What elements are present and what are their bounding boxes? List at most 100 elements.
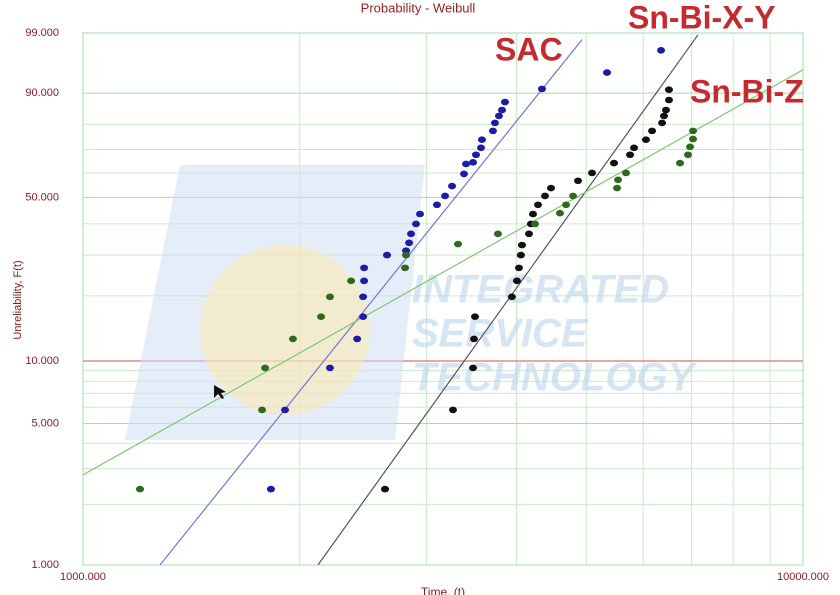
data-point xyxy=(136,485,145,493)
data-point xyxy=(498,106,507,114)
data-point xyxy=(507,293,516,301)
data-point xyxy=(261,364,270,372)
data-point xyxy=(524,230,533,238)
data-point xyxy=(630,144,639,152)
data-point xyxy=(500,98,509,106)
data-point xyxy=(448,182,457,190)
points xyxy=(136,47,698,493)
data-point xyxy=(588,169,597,177)
data-point xyxy=(610,159,619,167)
data-point xyxy=(317,313,326,320)
data-point xyxy=(684,151,693,159)
data-point xyxy=(516,251,525,259)
data-point xyxy=(381,485,390,493)
y-tick-label: 1.000 xyxy=(31,559,59,571)
data-point xyxy=(412,220,421,228)
data-point xyxy=(689,135,698,143)
data-point xyxy=(325,293,334,301)
data-point xyxy=(626,151,635,159)
data-point xyxy=(659,112,668,120)
fit-lines xyxy=(83,34,803,565)
data-point xyxy=(407,230,416,238)
x-tick-label: 10000.000 xyxy=(777,571,829,583)
data-point xyxy=(648,127,657,135)
data-point xyxy=(537,85,546,93)
data-point xyxy=(490,119,499,127)
y-tick-label: 5.000 xyxy=(31,417,59,429)
data-point xyxy=(266,485,275,493)
data-point xyxy=(689,127,698,135)
y-tick-label: 90.000 xyxy=(25,87,59,99)
x-axis-label: Time, (t) xyxy=(421,585,465,595)
data-point xyxy=(547,184,556,192)
data-point xyxy=(347,277,356,285)
data-point xyxy=(460,170,469,178)
data-point xyxy=(603,69,612,76)
data-point xyxy=(658,119,667,127)
data-point xyxy=(288,335,297,343)
data-point xyxy=(477,136,486,144)
fit-line xyxy=(83,69,803,476)
data-point xyxy=(353,335,362,343)
data-point xyxy=(657,47,666,54)
data-point xyxy=(530,220,539,228)
y-axis-label: Unreliability, F(t) xyxy=(12,260,24,339)
data-point xyxy=(493,230,502,238)
data-point xyxy=(514,264,523,272)
data-point xyxy=(613,184,622,192)
cursor xyxy=(214,385,226,399)
data-point xyxy=(281,406,290,414)
data-point xyxy=(569,192,578,200)
data-point xyxy=(405,239,414,247)
data-point xyxy=(359,293,368,301)
data-point xyxy=(541,192,550,200)
data-point xyxy=(512,277,521,285)
data-point xyxy=(471,151,480,159)
data-point xyxy=(325,364,334,372)
data-point xyxy=(401,264,410,272)
data-point xyxy=(661,106,670,114)
data-point xyxy=(477,144,486,152)
data-point xyxy=(258,406,267,414)
y-tick-label: 99.000 xyxy=(25,27,59,39)
data-point xyxy=(614,176,623,184)
chart-title: Probability - Weibull xyxy=(361,0,476,15)
data-point xyxy=(360,277,369,285)
data-point xyxy=(432,201,441,209)
data-point xyxy=(494,112,503,120)
data-point xyxy=(534,201,543,209)
data-point xyxy=(462,160,471,168)
data-point xyxy=(664,96,673,104)
series-label: Sn-Bi-Z xyxy=(690,73,804,109)
y-tick-label: 50.000 xyxy=(25,191,59,203)
data-point xyxy=(488,127,497,135)
data-point xyxy=(676,159,685,167)
watermark-text: TECHNOLOGY xyxy=(412,356,698,400)
data-point xyxy=(469,159,478,166)
fit-line xyxy=(317,34,699,565)
data-point xyxy=(469,364,478,372)
data-point xyxy=(529,210,538,218)
data-point xyxy=(555,209,564,217)
data-point xyxy=(415,210,424,218)
data-point xyxy=(441,192,450,200)
data-point xyxy=(517,241,526,249)
data-point xyxy=(641,136,650,144)
watermark-text: INTEGRATED xyxy=(412,268,669,312)
logo-circle xyxy=(200,245,370,415)
series-label: Sn-Bi-X-Y xyxy=(628,0,776,35)
data-point xyxy=(574,177,583,185)
x-tick-label: 1000.000 xyxy=(60,571,106,583)
data-point xyxy=(664,86,673,93)
data-point xyxy=(686,143,695,151)
data-point xyxy=(470,313,479,320)
fit-line xyxy=(159,39,583,565)
series-label: SAC xyxy=(495,31,563,67)
data-point xyxy=(454,240,463,248)
data-point xyxy=(359,313,368,320)
y-tick-label: 10.000 xyxy=(25,355,59,367)
watermark-text: SERVICE xyxy=(412,312,589,356)
data-point xyxy=(562,201,571,209)
